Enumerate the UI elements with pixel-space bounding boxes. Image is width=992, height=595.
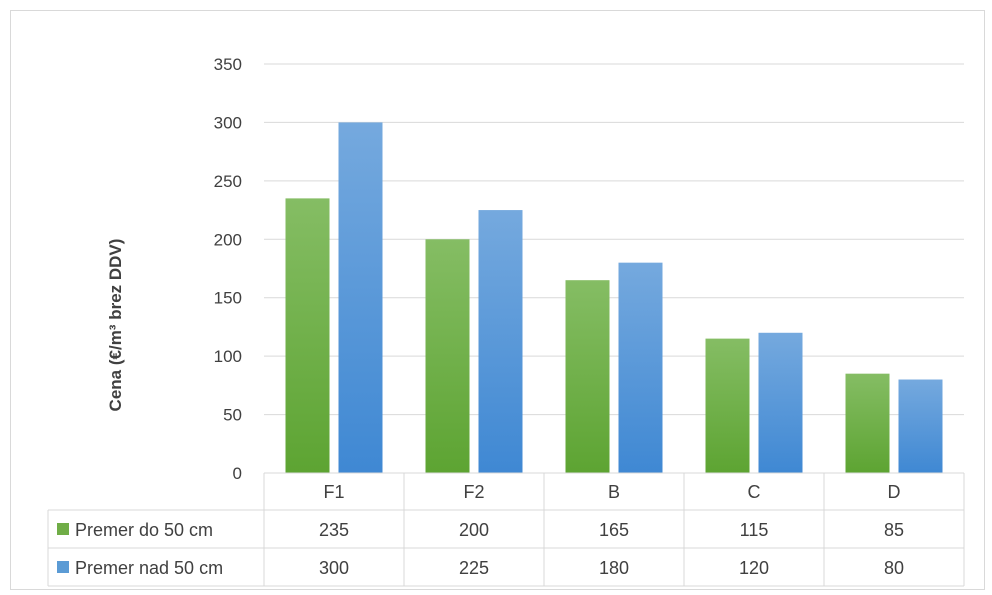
data-label: 165: [599, 520, 629, 540]
data-label: 200: [459, 520, 489, 540]
bar-d-series-2: [898, 379, 943, 473]
bar-f2-series-2: [478, 210, 523, 474]
bar-d-series-1: [845, 373, 890, 473]
y-tick-label: 250: [214, 172, 242, 191]
category-label: F2: [463, 482, 484, 502]
y-tick-label: 100: [214, 347, 242, 366]
legend-label-series-2: Premer nad 50 cm: [75, 558, 223, 578]
y-tick-label: 0: [233, 464, 242, 483]
data-table: F1 F2 B C D Premer do 50 cm 235 200 165 115 85 Prem…: [47, 473, 965, 587]
legend-label-series-1: Premer do 50 cm: [75, 520, 213, 540]
y-tick-label: 300: [214, 113, 242, 132]
bars: [264, 122, 964, 474]
data-label: 180: [599, 558, 629, 578]
category-label: B: [608, 482, 620, 502]
y-tick-label: 150: [214, 289, 242, 308]
data-label: 225: [459, 558, 489, 578]
data-label: 120: [739, 558, 769, 578]
bar-f1-series-1: [285, 198, 330, 473]
y-tick-label: 350: [214, 55, 242, 74]
y-axis-ticks: 0 50 100 150 200 250 300 350: [214, 55, 242, 483]
legend-key-series-2: [57, 561, 69, 573]
legend-key-series-1: [57, 523, 69, 535]
bar-f1-series-2: [338, 122, 383, 473]
data-label: 115: [740, 520, 769, 540]
bar-b-series-1: [565, 280, 610, 473]
data-label: 300: [319, 558, 349, 578]
category-label: D: [888, 482, 901, 502]
y-tick-label: 50: [223, 406, 242, 425]
y-axis-label: Cena (€/m³ brez DDV): [106, 239, 125, 412]
category-label: F1: [323, 482, 344, 502]
bar-c-series-2: [758, 332, 803, 473]
data-label: 85: [884, 520, 904, 540]
y-tick-label: 200: [214, 230, 242, 249]
bar-c-series-1: [705, 338, 750, 473]
bar-f2-series-1: [425, 239, 470, 473]
data-label: 235: [319, 520, 349, 540]
data-label: 80: [884, 558, 904, 578]
bar-b-series-2: [618, 262, 663, 473]
category-label: C: [748, 482, 761, 502]
